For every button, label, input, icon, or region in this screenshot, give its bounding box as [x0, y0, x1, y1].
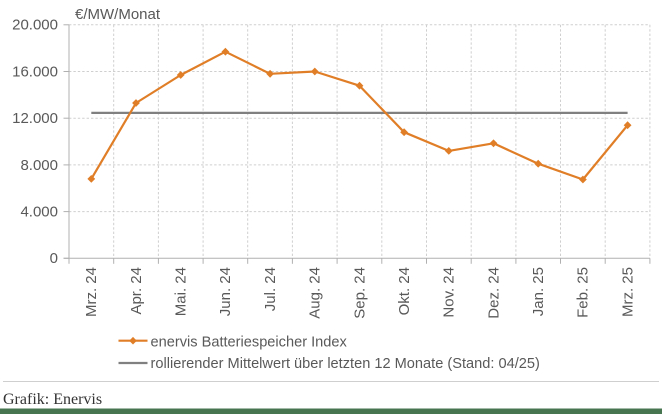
svg-text:enervis Batteriespeicher Index: enervis Batteriespeicher Index: [151, 334, 348, 350]
svg-text:Feb. 25: Feb. 25: [575, 267, 592, 318]
svg-text:€/MW/Monat: €/MW/Monat: [75, 6, 161, 23]
svg-text:Mrz. 24: Mrz. 24: [83, 267, 100, 317]
svg-text:Aug. 24: Aug. 24: [307, 267, 324, 319]
svg-text:0: 0: [50, 250, 58, 267]
svg-text:Grafik: Enervis: Grafik: Enervis: [3, 391, 102, 408]
svg-text:Mai. 24: Mai. 24: [173, 267, 190, 316]
svg-text:Okt. 24: Okt. 24: [396, 267, 413, 315]
svg-text:12.000: 12.000: [12, 110, 58, 127]
svg-text:Mrz. 25: Mrz. 25: [619, 267, 636, 317]
svg-text:20.000: 20.000: [12, 17, 58, 34]
svg-text:Nov. 24: Nov. 24: [441, 267, 458, 318]
svg-text:Jan. 25: Jan. 25: [530, 267, 547, 316]
svg-text:Apr. 24: Apr. 24: [128, 267, 145, 315]
svg-text:Jul. 24: Jul. 24: [262, 267, 279, 311]
svg-text:4.000: 4.000: [20, 204, 58, 221]
svg-text:Dez. 24: Dez. 24: [485, 267, 502, 319]
svg-text:Jun. 24: Jun. 24: [217, 267, 234, 316]
svg-text:8.000: 8.000: [20, 157, 58, 174]
svg-text:rollierender Mittelwert über l: rollierender Mittelwert über letzten 12 …: [151, 356, 540, 372]
svg-text:Sep. 24: Sep. 24: [351, 267, 368, 319]
svg-text:16.000: 16.000: [12, 63, 58, 80]
